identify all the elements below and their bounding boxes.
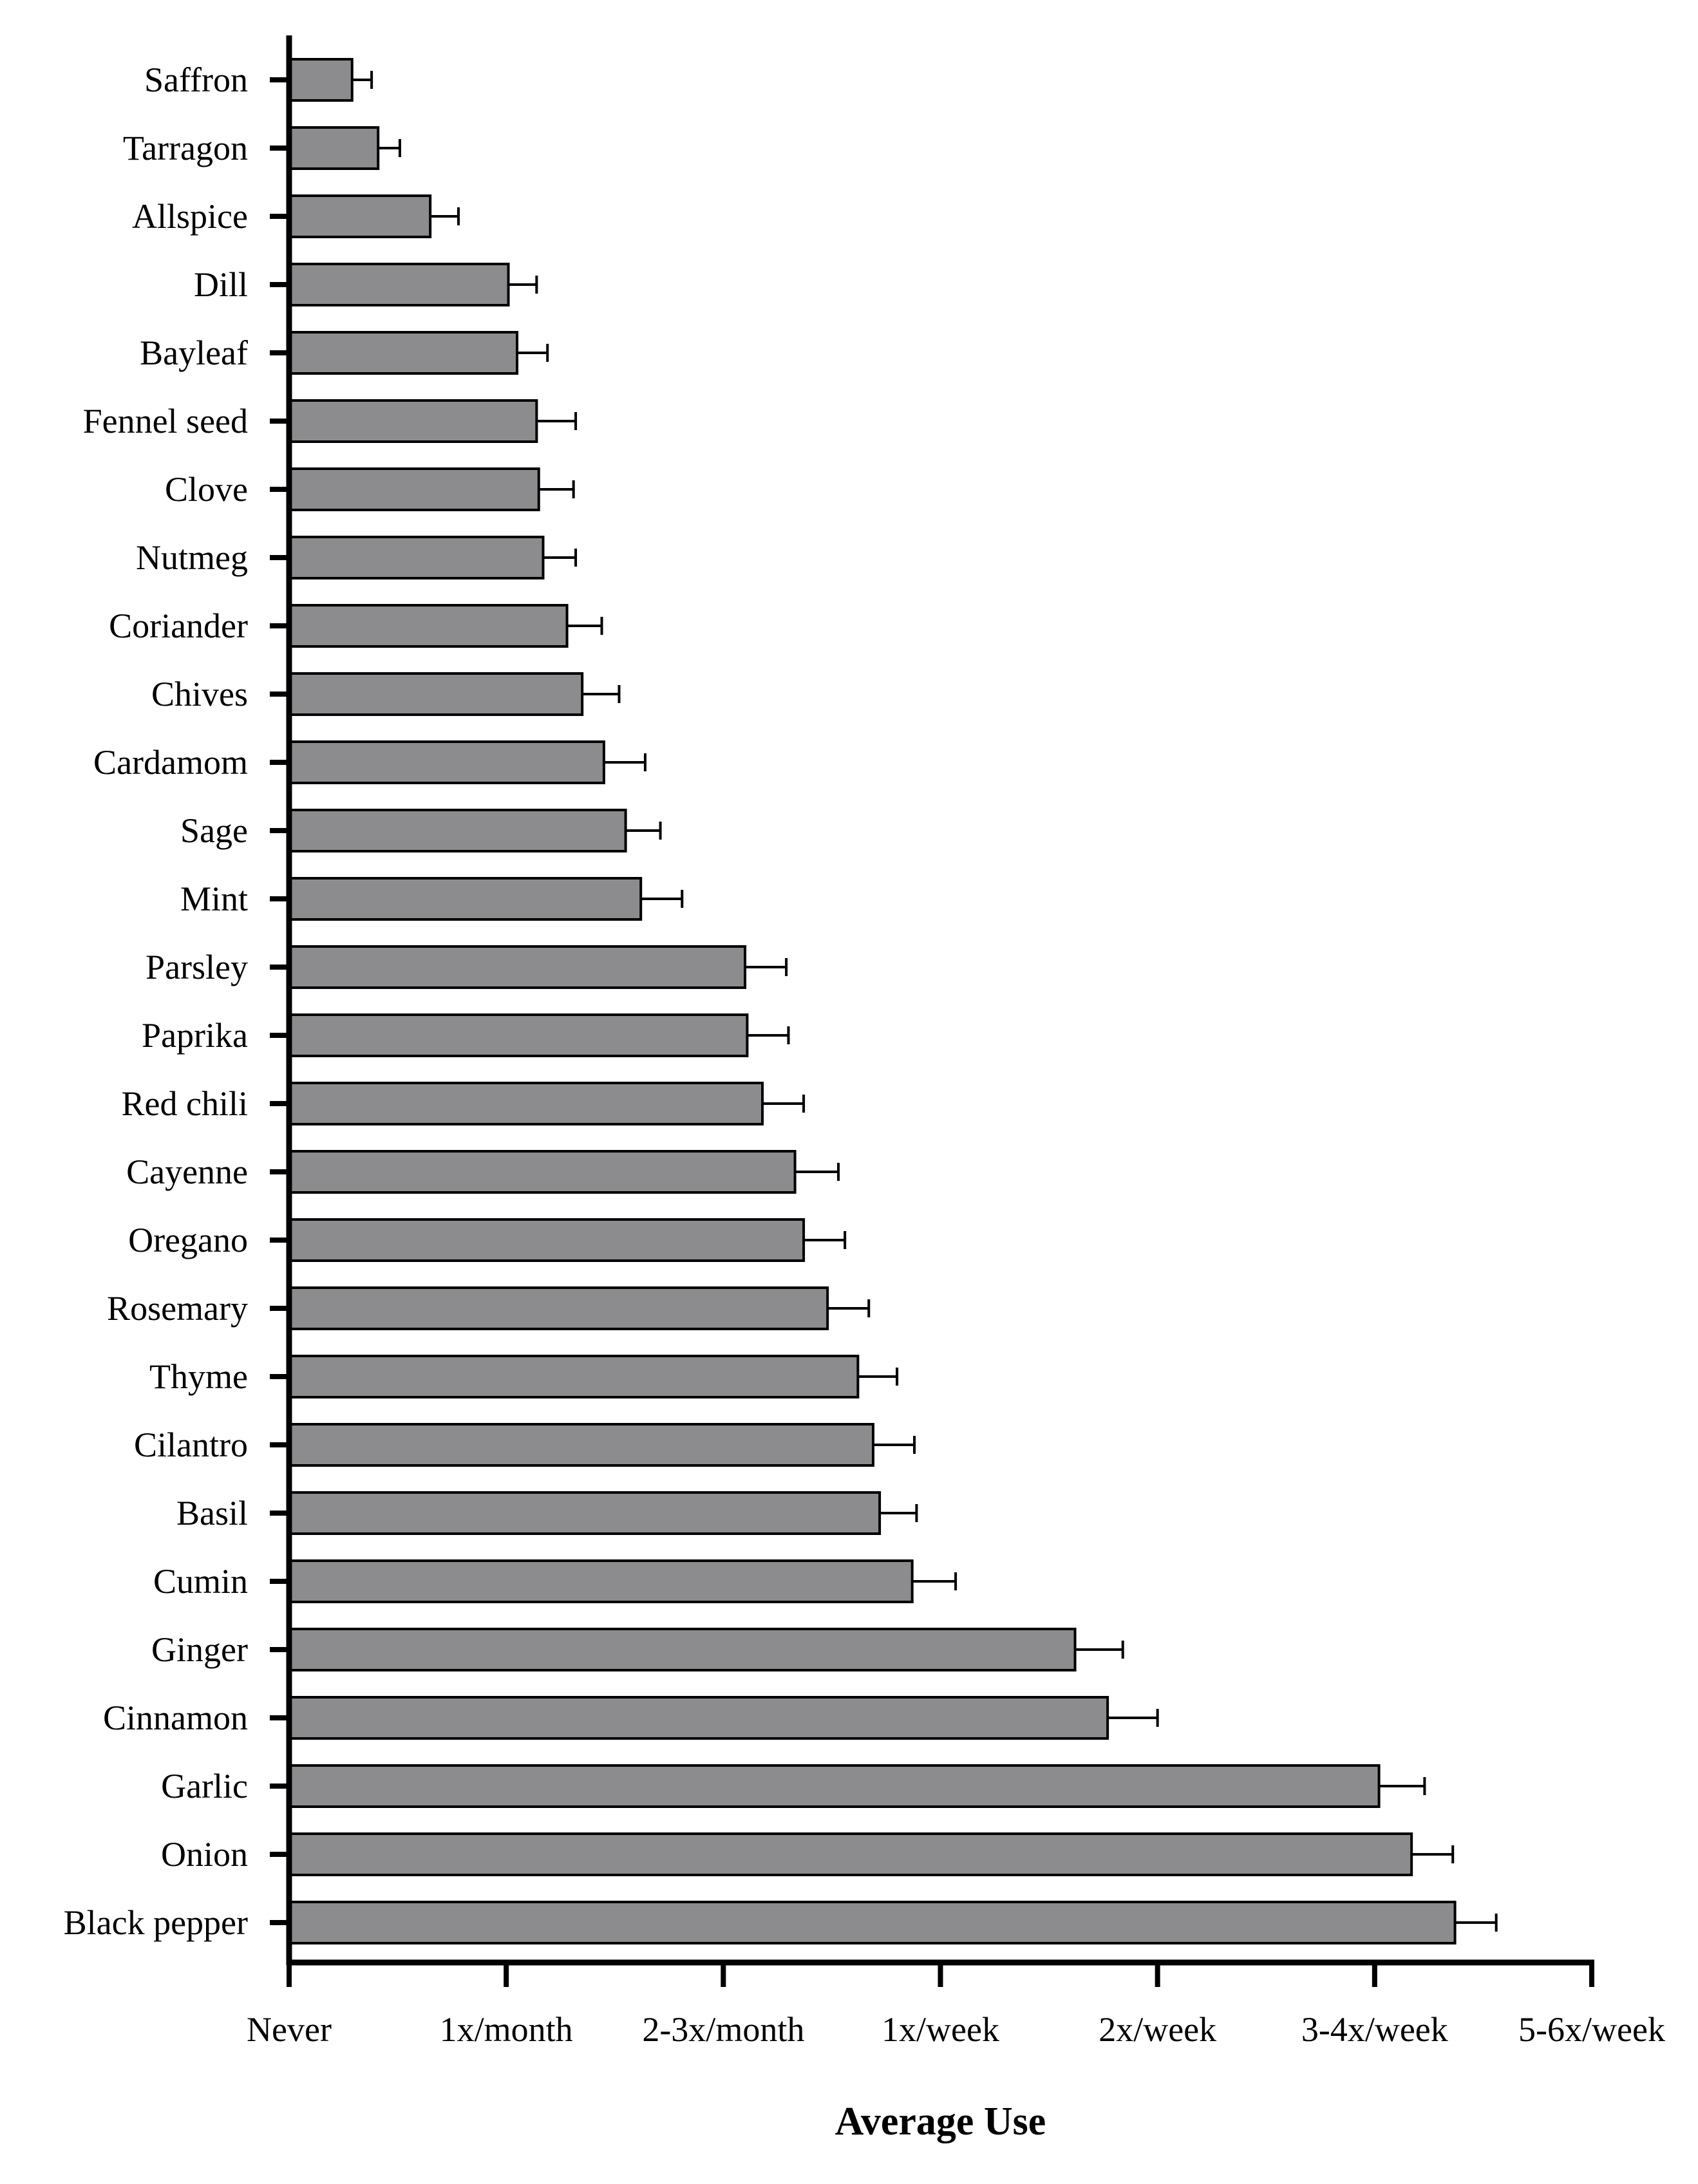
category-label: Paprika: [142, 1016, 248, 1055]
x-tick-label: 2-3x/month: [642, 2010, 804, 2049]
bar-fennel-seed: [288, 399, 538, 443]
category-label: Ginger: [151, 1630, 248, 1669]
category-label: Red chili: [122, 1084, 248, 1123]
bar-paprika: [288, 1013, 749, 1057]
bar-mint: [288, 877, 643, 921]
bar-cinnamon: [288, 1696, 1109, 1740]
category-label: Cinnamon: [103, 1699, 248, 1737]
category-label: Cardamom: [93, 743, 248, 782]
category-label: Allspice: [132, 197, 248, 236]
category-label: Black pepper: [64, 1903, 248, 1942]
bar-clove: [288, 467, 540, 511]
bar-cardamom: [288, 740, 605, 784]
category-label: Bayleaf: [140, 334, 248, 372]
category-label: Oregano: [128, 1221, 248, 1259]
category-label: Coriander: [109, 607, 248, 645]
bar-bayleaf: [288, 331, 519, 375]
category-label: Garlic: [161, 1767, 248, 1805]
x-tick-label: 3-4x/week: [1301, 2010, 1448, 2049]
axes-layer: [286, 35, 1594, 1966]
category-label: Clove: [165, 470, 248, 509]
category-label: Sage: [180, 811, 248, 850]
bar-allspice: [288, 194, 432, 238]
bar-thyme: [288, 1355, 860, 1398]
category-label: Saffron: [144, 61, 248, 99]
bar-saffron: [288, 58, 354, 102]
category-label: Cilantro: [134, 1426, 248, 1464]
x-tick-label: 1x/month: [440, 2010, 573, 2049]
error-bars-layer: [352, 71, 1498, 1932]
x-axis-title: Average Use: [835, 2100, 1046, 2143]
bar-coriander: [288, 604, 569, 648]
bar-black-pepper: [288, 1901, 1457, 1944]
bar-onion: [288, 1832, 1413, 1876]
category-label: Rosemary: [107, 1289, 248, 1328]
bar-sage: [288, 809, 627, 852]
bar-dill: [288, 263, 510, 306]
category-label: Basil: [176, 1494, 248, 1532]
bar-oregano: [288, 1218, 806, 1262]
x-tick-label: 5-6x/week: [1518, 2010, 1665, 2049]
category-label: Tarragon: [123, 129, 248, 167]
category-label: Cayenne: [126, 1153, 248, 1191]
bar-cilantro: [288, 1423, 874, 1467]
bar-chives: [288, 672, 584, 716]
bar-ginger: [288, 1628, 1077, 1671]
x-tick-label: 2x/week: [1099, 2010, 1216, 2049]
x-ticks: Never 1x/month 2-3x/month 1x/week 2x/week 3-4…: [247, 77, 1665, 2049]
bar-red-chili: [288, 1082, 764, 1125]
category-label: Nutmeg: [136, 538, 248, 577]
x-tick-label: Never: [247, 2010, 332, 2049]
bar-cumin: [288, 1559, 914, 1603]
bar-parsley: [288, 945, 747, 989]
bar-nutmeg: [288, 536, 545, 579]
category-label: Dill: [194, 265, 248, 304]
bar-rosemary: [288, 1286, 829, 1330]
bar-basil: [288, 1491, 882, 1535]
category-label: Mint: [180, 880, 248, 918]
category-label: Thyme: [149, 1357, 248, 1396]
category-label: Onion: [161, 1835, 248, 1874]
bar-garlic: [288, 1764, 1381, 1808]
category-label: Parsley: [146, 948, 248, 986]
x-tick-label: 1x/week: [882, 2010, 999, 2049]
bar-tarragon: [288, 126, 380, 170]
category-labels: Saffron Tarragon Allspice Dill Bayleaf Fennel…: [64, 61, 248, 1942]
category-label: Chives: [151, 675, 248, 713]
category-label: Cumin: [153, 1562, 248, 1601]
category-label: Fennel seed: [83, 402, 248, 440]
bars-layer: [288, 58, 1457, 1944]
bar-cayenne: [288, 1150, 797, 1194]
